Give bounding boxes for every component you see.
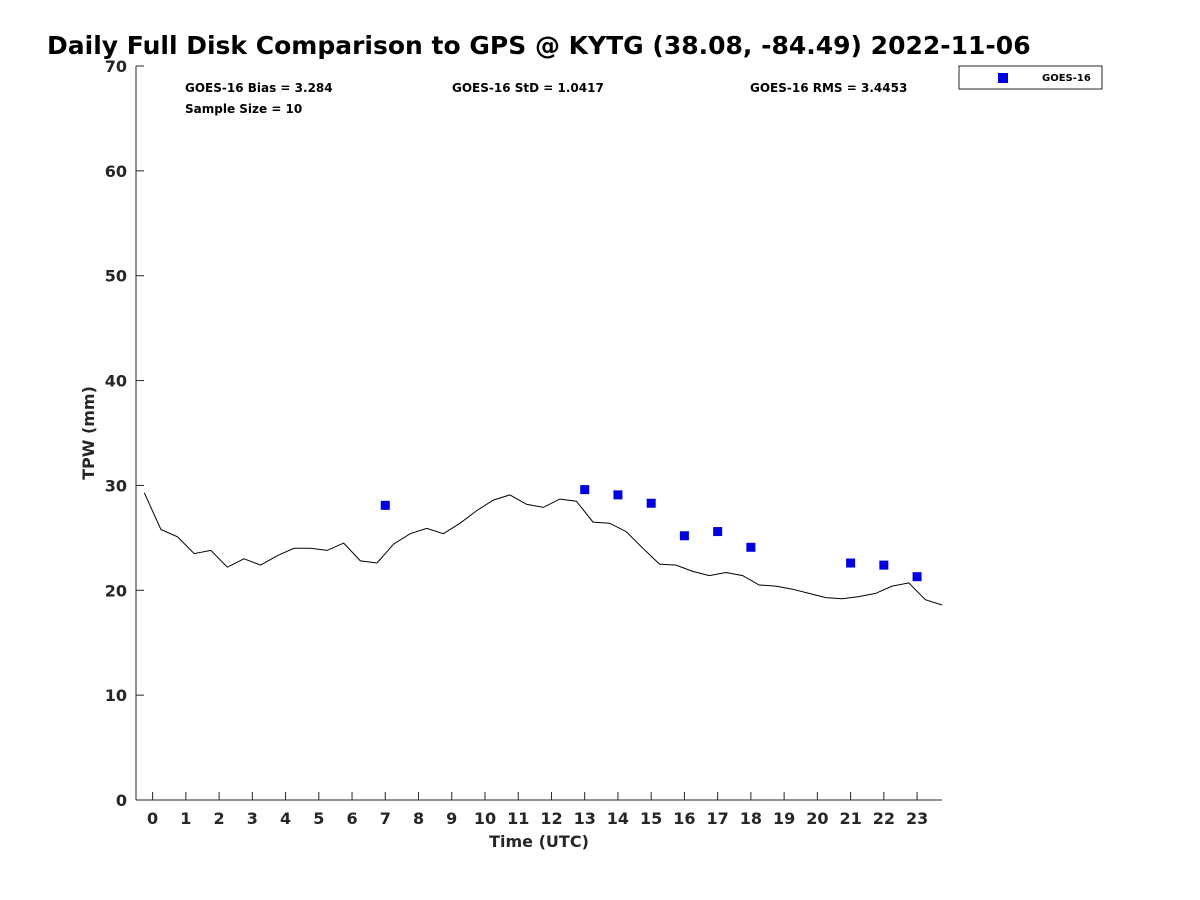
- stat-bias: GOES-16 Bias = 3.284: [185, 81, 333, 95]
- x-tick-label: 17: [707, 809, 729, 828]
- y-tick-label: 0: [116, 791, 127, 810]
- goes16-point: [580, 485, 590, 495]
- x-tick-label: 0: [147, 809, 158, 828]
- legend-box: [958, 65, 1103, 90]
- goes16-point: [846, 558, 856, 568]
- x-tick-label: 7: [380, 809, 391, 828]
- x-ticks: 0 1 2 3 4 5 6 7 8 9 10 11 12 13 14 15 16 17 18 19 20 21 22 23: [147, 792, 928, 828]
- goes16-point: [679, 531, 689, 541]
- legend-label-goes16: GOES-16: [1042, 73, 1091, 84]
- x-tick-label: 8: [413, 809, 424, 828]
- legend-marker: [998, 73, 1008, 83]
- x-tick-label: 15: [640, 809, 662, 828]
- x-tick-label: 11: [507, 809, 529, 828]
- legend: GOES-16: [958, 65, 1103, 90]
- series-layer: [143, 485, 943, 606]
- y-tick-label: 40: [105, 372, 127, 391]
- goes16-point: [380, 500, 390, 510]
- plot-axes: [135, 66, 942, 801]
- goes16-point: [613, 490, 623, 500]
- y-tick-label: 20: [105, 581, 127, 600]
- x-tick-label: 19: [773, 809, 795, 828]
- goes16-point: [646, 498, 656, 508]
- y-tick-label: 70: [105, 57, 127, 76]
- x-tick-label: 2: [214, 809, 225, 828]
- gps-tpw-line: [143, 492, 943, 606]
- x-tick-label: 6: [346, 809, 357, 828]
- x-tick-label: 14: [607, 809, 629, 828]
- stat-sample-size: Sample Size = 10: [185, 102, 302, 116]
- x-tick-label: 20: [806, 809, 828, 828]
- x-axis-label: Time (UTC): [489, 832, 589, 851]
- stat-std: GOES-16 StD = 1.0417: [452, 81, 604, 95]
- x-tick-label: 5: [313, 809, 324, 828]
- y-ticks: 0 10 20 30 40 50 60 70: [105, 57, 144, 810]
- x-tick-label: 18: [740, 809, 762, 828]
- x-tick-label: 22: [873, 809, 895, 828]
- x-tick-label: 4: [280, 809, 291, 828]
- x-tick-label: 12: [540, 809, 562, 828]
- x-tick-label: 13: [574, 809, 596, 828]
- x-tick-label: 16: [673, 809, 695, 828]
- goes16-point: [912, 572, 922, 582]
- x-tick-label: 1: [180, 809, 191, 828]
- x-tick-label: 23: [906, 809, 928, 828]
- y-tick-label: 50: [105, 267, 127, 286]
- stat-rms: GOES-16 RMS = 3.4453: [750, 81, 907, 95]
- x-tick-label: 21: [839, 809, 861, 828]
- y-tick-label: 60: [105, 162, 127, 181]
- y-axis-label: TPW (mm): [79, 386, 98, 480]
- x-tick-label: 10: [474, 809, 496, 828]
- goes16-point: [713, 527, 723, 537]
- x-tick-label: 9: [446, 809, 457, 828]
- y-tick-label: 10: [105, 686, 127, 705]
- goes16-point: [879, 560, 889, 570]
- goes16-point: [746, 542, 756, 552]
- y-tick-label: 30: [105, 476, 127, 495]
- x-tick-label: 3: [247, 809, 258, 828]
- chart-title: Daily Full Disk Comparison to GPS @ KYTG…: [47, 31, 1031, 60]
